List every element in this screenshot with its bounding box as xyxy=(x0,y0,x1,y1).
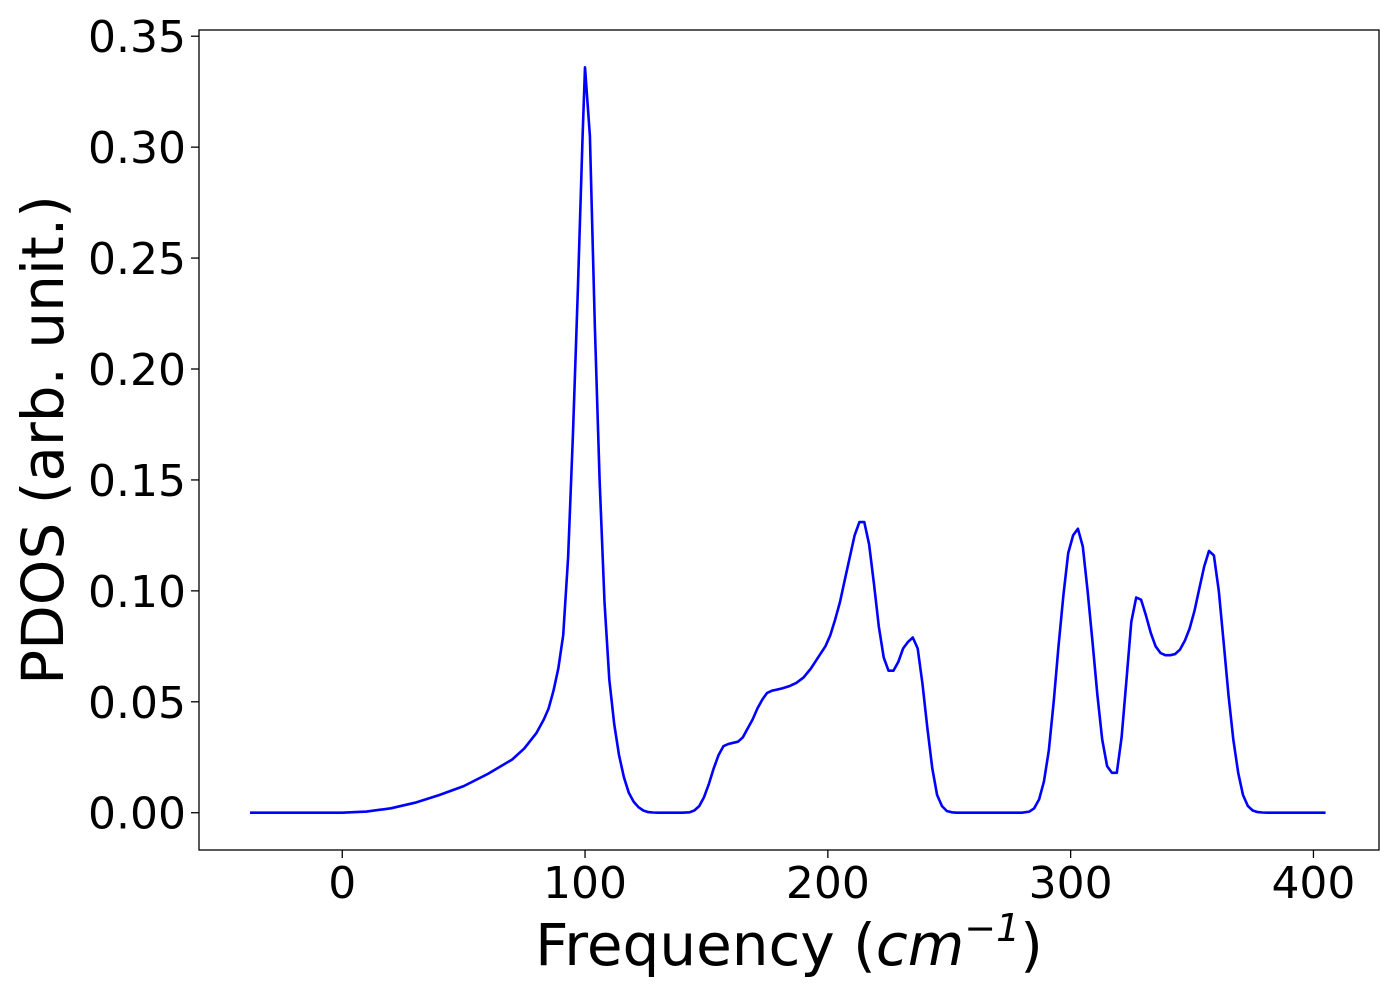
x-tick-label: 200 xyxy=(786,858,870,909)
x-axis-label: Frequency (cm−1) xyxy=(535,906,1043,979)
plot-frame xyxy=(198,29,1380,851)
y-tick-label: 0.20 xyxy=(88,345,186,396)
x-axis-label-sup: −1 xyxy=(964,906,1020,950)
x-tick-label: 300 xyxy=(1029,858,1113,909)
y-tick-label: 0.35 xyxy=(88,12,186,63)
y-tick-label: 0.05 xyxy=(88,678,186,729)
y-axis-label: PDOS (arb. unit.) xyxy=(9,195,77,685)
x-tick-label: 0 xyxy=(328,858,356,909)
pdos-series-line xyxy=(250,66,1326,814)
y-axis-ticks: 0.00 0.05 0.10 0.15 0.20 0.25 0.30 0.35 xyxy=(88,12,199,840)
y-tick-label: 0.25 xyxy=(88,234,186,285)
y-tick-label: 0.10 xyxy=(88,567,186,618)
x-axis-label-close: ) xyxy=(1020,911,1043,979)
x-axis-label-var: cm xyxy=(876,911,964,979)
y-tick-label: 0.00 xyxy=(88,789,186,840)
x-axis-label-main: Frequency ( xyxy=(535,911,876,979)
y-tick-label: 0.30 xyxy=(88,123,186,174)
x-axis-ticks: 0 100 200 300 400 xyxy=(328,850,1355,909)
plot-area xyxy=(198,29,1380,851)
x-tick-label: 100 xyxy=(543,858,627,909)
y-tick-label: 0.15 xyxy=(88,456,186,507)
x-tick-label: 400 xyxy=(1271,858,1355,909)
